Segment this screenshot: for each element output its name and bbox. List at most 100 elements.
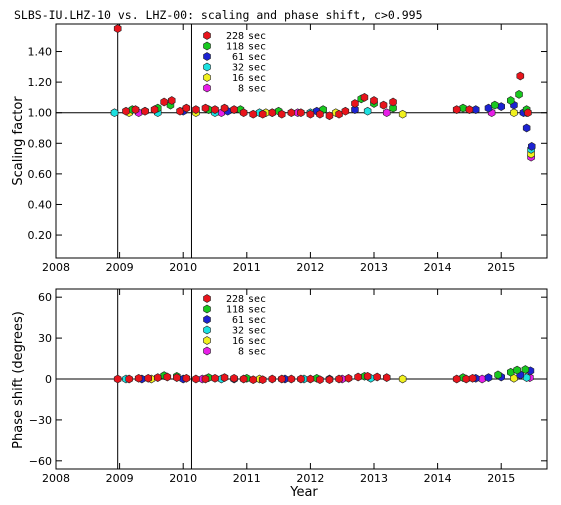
scaling-point bbox=[325, 111, 334, 121]
scaling-point bbox=[176, 106, 184, 116]
scaling-point bbox=[220, 103, 229, 113]
scaling-point bbox=[160, 97, 168, 107]
phase-y-axis-label: Phase shift (degrees) bbox=[11, 311, 26, 449]
phase-legend-marker bbox=[203, 346, 211, 356]
phase-point bbox=[268, 374, 277, 384]
scaling-point bbox=[211, 105, 219, 114]
phase-y-tick-label: −30 bbox=[29, 414, 52, 427]
phase-x-tick-label: 2014 bbox=[424, 472, 452, 485]
scaling-point bbox=[389, 103, 397, 113]
scaling-x-tick-label: 2015 bbox=[487, 261, 515, 274]
phase-series-228-sec bbox=[113, 371, 477, 385]
scaling-legend-unit: sec bbox=[248, 52, 266, 63]
phase-point bbox=[522, 373, 531, 382]
scaling-point bbox=[168, 96, 176, 105]
phase-legend-marker bbox=[203, 336, 211, 345]
scaling-point bbox=[268, 108, 277, 118]
phase-point bbox=[125, 374, 133, 384]
phase-legend-marker bbox=[203, 294, 211, 303]
phase-y-tick-label: 30 bbox=[38, 332, 52, 345]
scaling-points bbox=[110, 24, 536, 162]
scaling-legend-unit: sec bbox=[248, 31, 266, 42]
scaling-series-228-sec bbox=[113, 24, 532, 121]
x-axis-label: Year bbox=[289, 485, 318, 500]
phase-point bbox=[144, 373, 152, 383]
phase-points bbox=[113, 365, 535, 385]
scaling-event-lines bbox=[117, 24, 192, 258]
scaling-point bbox=[510, 108, 518, 118]
phase-point bbox=[230, 373, 238, 383]
phase-point bbox=[462, 374, 471, 384]
phase-point bbox=[134, 373, 143, 383]
phase-point bbox=[249, 375, 257, 385]
phase-x-ticks: 2008 2009 2010 2011 2012 2013 2014 2015 bbox=[42, 289, 515, 485]
phase-point bbox=[297, 374, 305, 384]
scaling-series-61-sec bbox=[141, 100, 536, 151]
phase-point bbox=[211, 373, 219, 383]
scaling-x-tick-label: 2010 bbox=[169, 261, 197, 274]
scaling-y-ticks: 0.20 0.40 0.60 0.80 1.00 1.20 1.40 bbox=[28, 46, 547, 242]
scaling-x-tick-label: 2011 bbox=[233, 261, 261, 274]
phase-legend-label: 32 bbox=[232, 326, 244, 337]
scaling-legend-label: 32 bbox=[232, 63, 244, 74]
phase-point bbox=[192, 374, 200, 384]
phase-legend-unit: sec bbox=[248, 347, 266, 358]
phase-legend-unit: sec bbox=[248, 326, 266, 337]
scaling-legend-unit: sec bbox=[248, 84, 266, 95]
scaling-legend-label: 8 bbox=[238, 84, 244, 95]
scaling-point bbox=[459, 103, 467, 113]
phase-y-ticks: −60 −30 0 30 60 bbox=[29, 291, 547, 468]
phase-point bbox=[344, 373, 353, 383]
phase-x-tick-label: 2015 bbox=[487, 472, 515, 485]
scaling-y-tick-label: 0.40 bbox=[28, 198, 53, 211]
scaling-point bbox=[287, 108, 296, 118]
phase-legend-unit: sec bbox=[248, 336, 266, 347]
phase-point bbox=[506, 367, 515, 377]
phase-point bbox=[398, 374, 407, 384]
phase-point bbox=[220, 373, 229, 382]
phase-legend-label: 118 bbox=[226, 305, 244, 316]
scaling-plot-frame bbox=[55, 23, 548, 259]
scaling-point bbox=[297, 108, 305, 118]
phase-x-tick-label: 2009 bbox=[106, 472, 134, 485]
scaling-point bbox=[452, 105, 461, 114]
scaling-point bbox=[360, 93, 369, 102]
phase-point bbox=[468, 373, 477, 383]
scaling-point bbox=[150, 105, 159, 114]
scaling-y-tick-label: 1.20 bbox=[28, 76, 53, 89]
scaling-legend: 228 sec 118 sec 61 sec 32 sec 16 sec 8 sec bbox=[203, 31, 266, 95]
scaling-legend-unit: sec bbox=[248, 73, 266, 84]
scaling-legend-label: 228 bbox=[226, 31, 244, 42]
phase-x-tick-label: 2012 bbox=[296, 472, 324, 485]
phase-point bbox=[335, 374, 343, 384]
scaling-point bbox=[239, 108, 248, 118]
scaling-x-tick-label: 2013 bbox=[360, 261, 388, 274]
scaling-y-tick-label: 0.60 bbox=[28, 168, 53, 181]
phase-y-tick-label: 60 bbox=[38, 291, 52, 304]
phase-legend-label: 228 bbox=[226, 294, 244, 305]
phase-legend-label: 61 bbox=[232, 315, 244, 326]
phase-panel: −60 −30 0 30 60 2008 2009 2010 2011 2012 2013 2014… bbox=[11, 288, 548, 500]
scaling-point bbox=[524, 108, 532, 118]
scaling-legend-unit: sec bbox=[248, 63, 266, 74]
scaling-x-ticks: 2008 2009 2010 2011 2012 2013 2014 2015 bbox=[42, 24, 515, 274]
phase-legend-marker bbox=[203, 304, 211, 314]
scaling-legend-marker bbox=[203, 62, 211, 72]
scaling-point bbox=[192, 105, 200, 114]
scaling-point bbox=[363, 106, 372, 116]
scaling-point bbox=[131, 105, 140, 114]
phase-legend-unit: sec bbox=[248, 305, 266, 316]
phase-point bbox=[382, 373, 391, 382]
scaling-x-tick-label: 2008 bbox=[42, 261, 70, 274]
scaling-point bbox=[182, 103, 191, 113]
scaling-point bbox=[249, 109, 257, 119]
scaling-point bbox=[379, 100, 388, 110]
scaling-point bbox=[370, 96, 378, 105]
phase-y-tick-label: −60 bbox=[29, 455, 52, 468]
scaling-legend-marker bbox=[203, 83, 211, 93]
phase-point bbox=[513, 365, 521, 375]
scaling-point bbox=[515, 90, 523, 99]
scaling-point bbox=[382, 108, 391, 118]
phase-point bbox=[521, 365, 530, 374]
